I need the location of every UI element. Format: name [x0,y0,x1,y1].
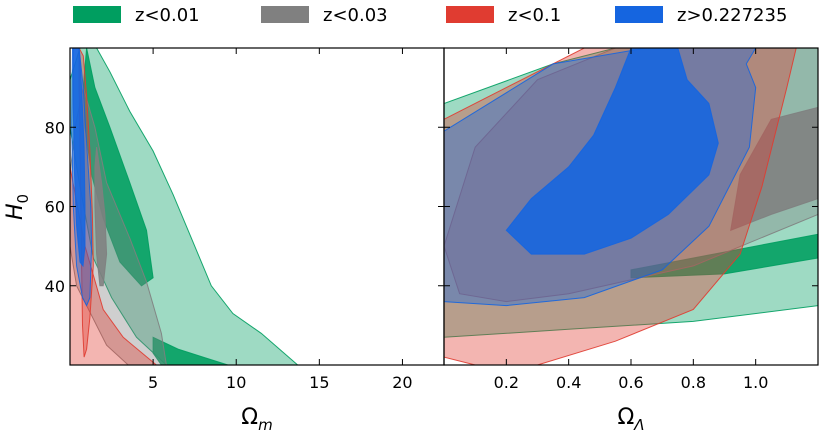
x-axis-label: Ωm [241,405,272,434]
region-z0.01-inner-1 [630,233,818,279]
y-tick-label: 40 [45,277,65,296]
panel-omega-m: 5 10 15 20 40 60 80 Ωm [45,47,445,434]
region-z0.227235-inner-8 [72,48,86,268]
region-z0.03-outer-3 [70,87,167,365]
y-tick-label: 80 [45,118,65,137]
x-tick-label: 1.0 [743,373,768,392]
x-tick-label: 5 [148,373,158,392]
y-axis-label-text: H0 [3,194,32,220]
region-z0.01-inner-1 [82,48,154,287]
regions [444,48,818,365]
legend-swatch-3 [615,6,663,23]
x-tick-label: 0.2 [494,373,519,392]
x-tick-label: 15 [309,373,329,392]
legend-label-2: z<0.1 [508,5,561,26]
y-axis-label: H0 [3,194,32,220]
legend: z<0.01 z<0.03 z<0.1 z>0.227235 [73,5,787,26]
region-z0.03-inner-3 [730,106,818,232]
x-tick-label: 10 [226,373,246,392]
legend-label-0: z<0.01 [135,5,200,26]
x-tick-label: 20 [392,373,412,392]
x-tick-label: 0.6 [618,373,643,392]
panel-omega-lambda: 0.2 0.4 0.6 0.8 1.0 ΩΛ [443,47,819,434]
y-tick-label: 60 [45,198,65,217]
region-z0.03-inner-4 [94,147,108,287]
legend-label-3: z>0.227235 [677,5,787,26]
legend-swatch-0 [73,6,121,23]
regions [70,48,299,365]
region-z0.01-inner-2 [152,336,229,365]
legend-label-1: z<0.03 [323,5,388,26]
legend-swatch-1 [261,6,309,23]
x-tick-label: 0.8 [681,373,706,392]
legend-swatch-2 [446,6,494,23]
region-z0.227235-inner-6 [505,48,719,255]
x-tick-label: 0.4 [556,373,581,392]
x-axis-label: ΩΛ [617,405,644,434]
